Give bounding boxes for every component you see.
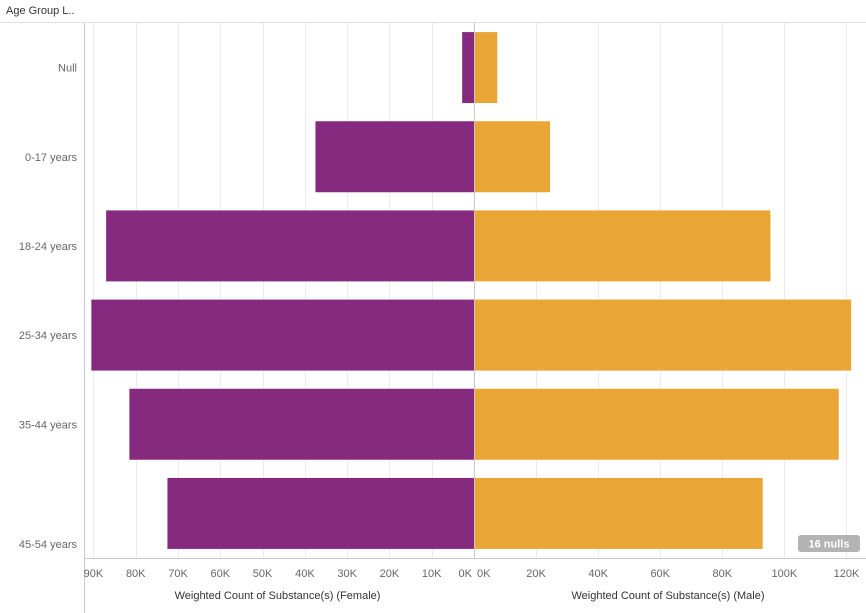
left-tick-20K: 20K xyxy=(380,568,400,580)
bars xyxy=(91,32,852,549)
left-tick-0K: 0K xyxy=(459,568,473,580)
category-label-null: Null xyxy=(58,63,77,75)
category-label-45-54-years: 45-54 years xyxy=(19,539,78,551)
right-tick-60K: 60K xyxy=(650,568,670,580)
left-tick-30K: 30K xyxy=(337,568,357,580)
null-count-text: 16 nulls xyxy=(809,539,850,551)
left-tick-50K: 50K xyxy=(253,568,273,580)
left-tick-70K: 70K xyxy=(168,568,188,580)
axes: 90K 80K 70K 60K 50K 40K 30K 20K 10K 0K 0K 20K 40K 60K… xyxy=(84,23,866,613)
row-header-label[interactable]: Age Group L.. xyxy=(6,5,75,17)
right-tick-120K: 120K xyxy=(834,568,860,580)
right-tick-80K: 80K xyxy=(713,568,733,580)
bar-male-35-44-years[interactable] xyxy=(474,388,839,460)
category-labels: Null 0-17 years 18-24 years 25-34 years 35-4… xyxy=(19,63,78,551)
bar-male-null[interactable] xyxy=(474,32,498,104)
bar-female-35-44-years[interactable] xyxy=(129,388,475,460)
bar-male-25-34-years[interactable] xyxy=(474,299,852,371)
bar-female-18-24-years[interactable] xyxy=(106,210,475,282)
category-label-0-17-years: 0-17 years xyxy=(25,152,77,164)
left-tick-60K: 60K xyxy=(211,568,231,580)
right-tick-100K: 100K xyxy=(772,568,798,580)
grid-lines xyxy=(93,23,847,558)
category-label-35-44-years: 35-44 years xyxy=(19,419,78,431)
right-tick-20K: 20K xyxy=(526,568,546,580)
bar-male-0-17-years[interactable] xyxy=(474,121,551,193)
category-label-18-24-years: 18-24 years xyxy=(19,241,78,253)
bar-male-45-54-years[interactable] xyxy=(474,477,763,549)
left-tick-80K: 80K xyxy=(126,568,146,580)
bar-female-25-34-years[interactable] xyxy=(91,299,474,371)
right-axis-title[interactable]: Weighted Count of Substance(s) (Male) xyxy=(572,590,765,602)
left-tick-90K: 90K xyxy=(84,568,104,580)
bar-female-0-17-years[interactable] xyxy=(315,121,474,193)
right-tick-40K: 40K xyxy=(588,568,608,580)
left-tick-40K: 40K xyxy=(295,568,315,580)
left-tick-10K: 10K xyxy=(422,568,442,580)
bar-male-18-24-years[interactable] xyxy=(474,210,771,282)
category-label-25-34-years: 25-34 years xyxy=(19,330,78,342)
right-tick-0K: 0K xyxy=(477,568,491,580)
bar-female-null[interactable] xyxy=(462,32,474,104)
null-count-badge[interactable]: 16 nulls xyxy=(798,535,860,552)
left-axis-title[interactable]: Weighted Count of Substance(s) (Female) xyxy=(175,590,381,602)
bar-female-45-54-years[interactable] xyxy=(167,477,474,549)
